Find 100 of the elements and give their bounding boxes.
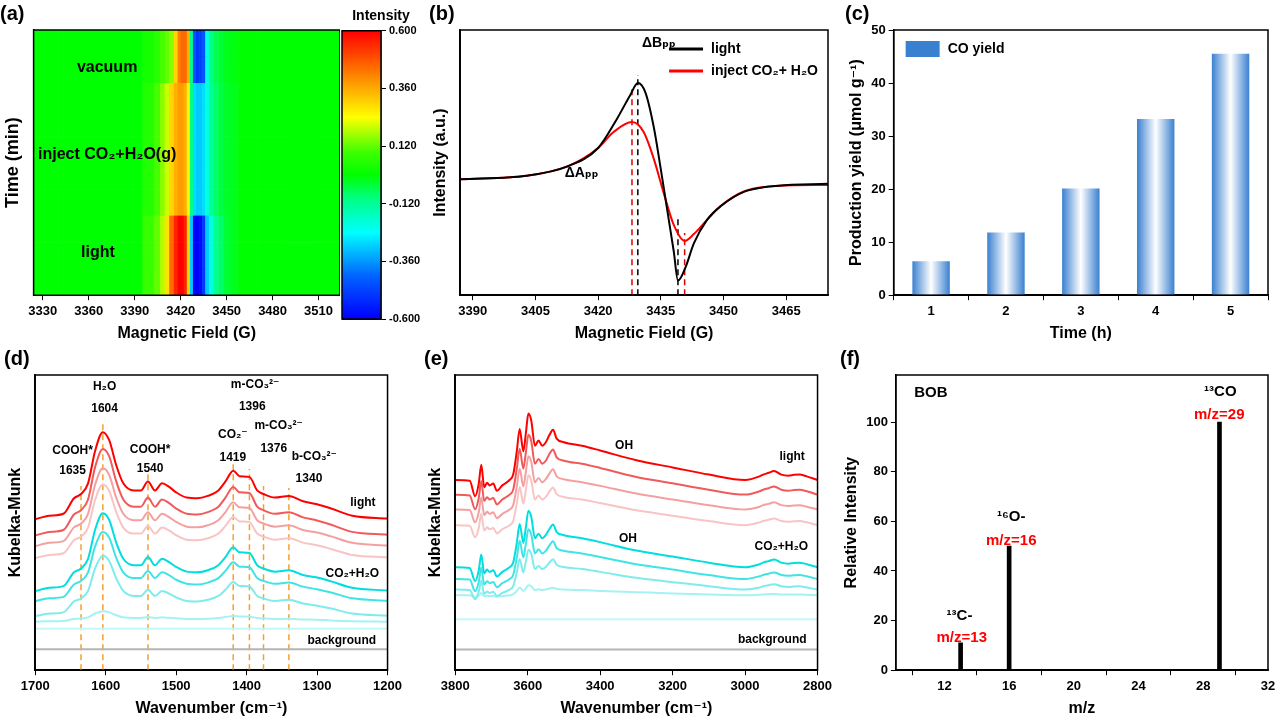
annotation: COOH* [52, 443, 94, 458]
x-tick-label: 3330 [28, 302, 58, 318]
y-axis-title: Time (min) [1, 117, 22, 208]
x-tick-label: 20 [1066, 677, 1082, 693]
chart-title: (a) [0, 1, 25, 24]
x-tick-label: 32 [1260, 677, 1276, 693]
x-tick-label: 1600 [91, 677, 121, 693]
color-bar-label: -0.120 [389, 196, 421, 209]
x-tick-label: 3480 [258, 302, 288, 318]
x-tick-label: 2 [1002, 302, 1010, 318]
annotation: light [350, 495, 376, 510]
annotation: 1419 [219, 449, 247, 464]
color-bar-label: -0.600 [389, 312, 421, 325]
chart-title: (c) [845, 1, 870, 24]
x-tick-label: 3435 [646, 302, 676, 318]
x-tick-label: 3360 [74, 302, 104, 318]
annotation: CO₂+H₂O [325, 566, 380, 581]
annotation: b-CO₃²⁻ [291, 448, 337, 463]
color-bar-label: -0.360 [389, 254, 421, 267]
x-tick-label: 28 [1196, 677, 1211, 693]
y-axis-title: Kubelka-Munk [6, 467, 24, 578]
x-tick-label: 3465 [771, 302, 801, 318]
x-axis-title: m/z [1068, 698, 1096, 716]
y-tick-label: 0 [880, 661, 888, 677]
x-tick-label: 1300 [302, 677, 332, 693]
y-tick-label: 20 [871, 180, 886, 196]
annotation: BOB [914, 383, 948, 401]
annotation: OH [619, 530, 638, 545]
x-axis-title: Magnetic Field (G) [574, 323, 714, 341]
annotation: CO₂+H₂O [754, 539, 809, 554]
text: 1604 [91, 400, 119, 415]
y-axis-title: Intensity (a.u.) [431, 108, 449, 217]
y-axis-title: Relative Intensity [842, 456, 860, 589]
y-tick-label: 40 [873, 562, 888, 578]
color-bar-label: 0.120 [389, 139, 417, 152]
y-axis-title: Kubelka-Munk [426, 467, 444, 578]
annotation: ΔAₚₚ [564, 164, 599, 181]
annotation: light [779, 449, 805, 464]
legend-label: inject CO₂+ H₂O [711, 61, 819, 78]
legend-label: light [711, 39, 741, 56]
y-tick-label: 0 [878, 286, 886, 302]
annotation: COOH* [129, 441, 171, 456]
legend-label: CO yield [947, 39, 1005, 56]
annotation: 1635 [59, 463, 87, 478]
x-tick-label: 1500 [161, 677, 191, 693]
annotation: background [737, 631, 807, 646]
annotation: CO₂⁻ [218, 427, 248, 442]
x-tick-label: 3390 [458, 302, 488, 318]
annotation: m/z=16 [986, 530, 1037, 548]
x-axis-title: Wavenumber (cm⁻¹) [560, 698, 713, 716]
x-tick-label: 3600 [513, 677, 543, 693]
x-tick-label: 3510 [304, 302, 334, 318]
text: H₂O [92, 378, 117, 393]
y-tick-label: 80 [873, 463, 888, 479]
x-tick-label: 3390 [120, 302, 150, 318]
chart-title: (d) [4, 346, 30, 369]
y-tick-label: 10 [871, 233, 886, 249]
color-bar-label: 0.360 [389, 81, 417, 94]
x-tick-label: 2800 [803, 677, 832, 693]
annotation: light [81, 243, 116, 261]
x-tick-label: 3450 [212, 302, 242, 318]
x-axis-title: Time (h) [1049, 323, 1112, 341]
annotation: ¹³C- [946, 606, 973, 624]
bar [1211, 53, 1250, 295]
text: 1396 [238, 399, 266, 414]
y-tick-label: 30 [871, 127, 886, 143]
x-tick-label: 3 [1077, 302, 1085, 318]
annotation: 1540 [136, 460, 164, 475]
x-tick-label: 12 [937, 677, 952, 693]
annotation: m-CO₃²⁻ [254, 418, 303, 433]
bar [987, 232, 1025, 295]
x-tick-label: 3400 [585, 677, 615, 693]
annotation: m/z=13 [936, 628, 987, 646]
color-bar-title: Intensity [352, 7, 410, 24]
x-tick-label: 1 [927, 302, 935, 318]
x-tick-label: 1400 [232, 677, 262, 693]
y-tick-label: 20 [873, 612, 888, 628]
y-tick-label: 60 [873, 512, 888, 528]
color-bar-label: 0.600 [389, 23, 417, 36]
bar [912, 261, 950, 295]
annotation: OH [615, 438, 634, 453]
x-tick-label: 24 [1131, 677, 1147, 693]
chart-title: (f) [840, 346, 860, 369]
annotation: 1376 [260, 440, 288, 455]
y-tick-label: 100 [866, 413, 888, 429]
x-tick-label: 4 [1152, 302, 1161, 318]
annotation: ¹³CO [1204, 381, 1237, 399]
x-tick-label: 3420 [166, 302, 196, 318]
x-tick-label: 3420 [583, 302, 613, 318]
chart-title: (b) [429, 1, 455, 24]
x-tick-label: 3405 [520, 302, 550, 318]
x-tick-label: 1200 [373, 677, 402, 693]
x-tick-label: 1700 [20, 677, 50, 693]
x-axis-title: Wavenumber (cm⁻¹) [135, 698, 288, 716]
y-tick-label: 40 [871, 74, 886, 90]
x-tick-label: 16 [1001, 677, 1017, 693]
y-tick-label: 50 [871, 21, 886, 37]
chart-title: (e) [424, 346, 449, 369]
x-tick-label: 3800 [440, 677, 470, 693]
annotation: vacuum [76, 57, 138, 75]
